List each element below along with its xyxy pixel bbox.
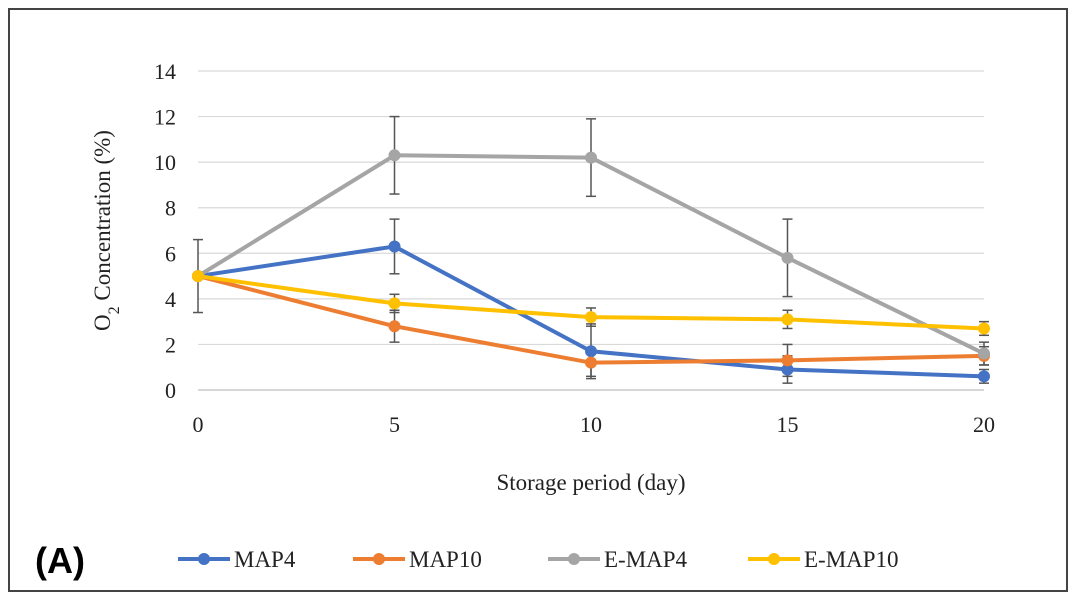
y-tick-label: 4	[165, 287, 176, 312]
x-tick-label: 0	[193, 412, 204, 437]
data-point-e-map4	[978, 347, 990, 360]
y-axis-title-subscript: 2	[106, 306, 123, 314]
x-tick-label: 5	[389, 412, 400, 437]
x-tick-label: 20	[973, 412, 995, 437]
y-tick-label: 10	[154, 150, 176, 175]
legend-swatch-marker	[568, 553, 580, 565]
y-tick-label: 14	[154, 59, 176, 84]
data-point-map10	[388, 320, 401, 333]
legend-swatch-marker	[198, 553, 210, 565]
panel-label: (A)	[35, 540, 85, 581]
y-axis-title-prefix: O	[90, 314, 115, 331]
x-tick-label: 10	[580, 412, 602, 437]
y-tick-labels: 0 2 4 6 8 10 12 14	[154, 59, 176, 403]
data-point-map4	[978, 370, 990, 383]
x-tick-label: 15	[777, 412, 799, 437]
data-point-map4	[781, 363, 794, 376]
data-point-e-map10	[388, 297, 401, 310]
data-point-map4	[585, 345, 597, 358]
y-tick-label: 12	[154, 105, 176, 130]
legend-label: MAP10	[409, 547, 482, 572]
chart-frame: 0 2 4 6 8 10 12 14 0 5 10 15 20 Storage period (day…	[8, 8, 1068, 592]
y-tick-label: 6	[165, 241, 176, 266]
legend-item-e-map10: E-MAP10	[748, 547, 899, 572]
legend-label: MAP4	[234, 547, 296, 572]
legend-item-map4: MAP4	[178, 547, 296, 572]
y-tick-label: 0	[165, 378, 176, 403]
legend-item-e-map4: E-MAP4	[548, 547, 688, 572]
y-axis-title: O2 Concentration (%)	[90, 130, 123, 331]
legend-item-map10: MAP10	[353, 547, 482, 572]
data-point-e-map10	[585, 311, 597, 324]
series-points	[192, 149, 990, 383]
data-point-map10	[585, 356, 597, 369]
data-point-e-map4	[388, 149, 401, 162]
legend-label: E-MAP10	[804, 547, 899, 572]
data-point-e-map10	[192, 270, 204, 283]
line-chart: 0 2 4 6 8 10 12 14 0 5 10 15 20 Storage period (day…	[35, 59, 996, 581]
y-axis-title-suffix: Concentration (%)	[90, 130, 115, 306]
data-point-e-map10	[978, 322, 990, 335]
data-point-e-map4	[781, 251, 794, 264]
data-point-e-map10	[781, 313, 794, 326]
legend-label: E-MAP4	[604, 547, 688, 572]
data-point-map4	[388, 240, 401, 253]
legend-swatch-marker	[373, 553, 385, 565]
data-point-map10	[781, 354, 794, 367]
legend-swatch-marker	[768, 553, 780, 565]
y-tick-label: 2	[165, 332, 176, 357]
data-point-e-map4	[585, 151, 597, 164]
legend: MAP4 MAP10 E-MAP4 E-MAP10	[178, 547, 899, 572]
x-axis-title: Storage period (day)	[496, 470, 685, 495]
x-tick-labels: 0 5 10 15 20	[193, 412, 996, 437]
y-tick-label: 8	[165, 196, 176, 221]
